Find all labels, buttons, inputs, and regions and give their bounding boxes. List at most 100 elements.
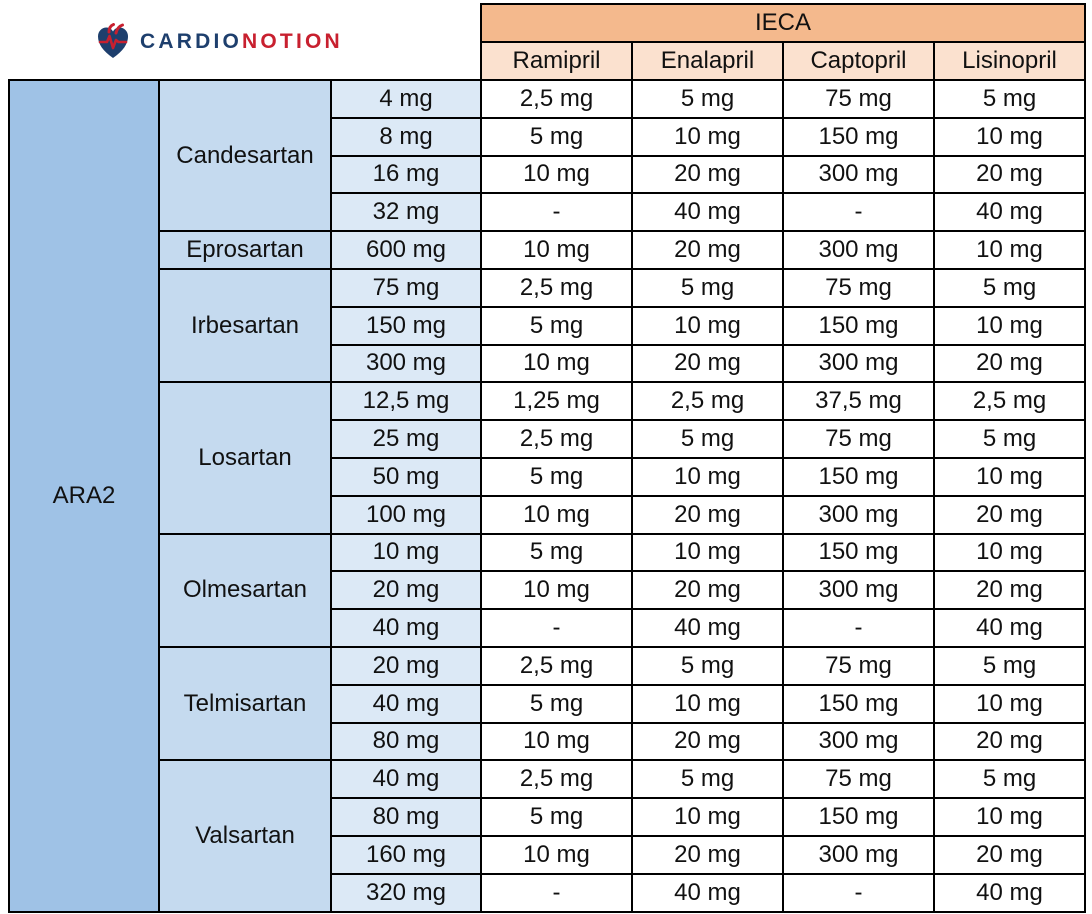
dose-cell: 50 mg bbox=[330, 456, 482, 497]
captopril-cell: 75 mg bbox=[782, 759, 935, 800]
table-row: 150 mg 5 mg 10 mg 150 mg 10 mg bbox=[9, 305, 1086, 346]
ramipril-cell: 10 mg bbox=[480, 721, 633, 762]
enalapril-cell: 20 mg bbox=[631, 154, 784, 195]
ramipril-cell: 5 mg bbox=[480, 532, 633, 573]
logo-wordmark: CARDIONOTION bbox=[140, 30, 343, 54]
captopril-cell: 37,5 mg bbox=[782, 381, 935, 422]
drug-header-enalapril: Enalapril bbox=[631, 41, 784, 81]
table-row: 32 mg -40 mg -40 mg bbox=[9, 192, 1086, 233]
dose-cell: 4 mg bbox=[330, 79, 482, 119]
ramipril-cell: 1,25 mg bbox=[480, 381, 633, 422]
ara2-drug-name: Olmesartan bbox=[158, 532, 332, 648]
enalapril-cell: 20 mg bbox=[631, 834, 784, 875]
table-row: Losartan 12,5 mg 1,25 mg 2,5 mg 37,5 mg 2,5 m… bbox=[9, 381, 1086, 535]
lisinopril-cell: 40 mg bbox=[933, 608, 1086, 648]
table-row: 320 mg -40 mg -40 mg bbox=[9, 872, 1086, 913]
heart-icon bbox=[98, 23, 128, 58]
enalapril-cell: 20 mg bbox=[631, 570, 784, 611]
ramipril-cell: 5 mg bbox=[480, 456, 633, 497]
captopril-cell: 300 mg bbox=[782, 154, 935, 195]
table-row: 80 mg 5 mg 10 mg 150 mg 10 mg bbox=[9, 797, 1086, 837]
table-row: 16 mg 10 mg 20 mg 300 mg 20 mg bbox=[9, 154, 1086, 195]
table-row: ARA2 Candesartan 4 mg 2,5 mg 5 mg 75 mg 5 mg bbox=[8, 78, 1086, 913]
table-row: 40 mg 5 mg 10 mg 150 mg 10 mg bbox=[9, 683, 1086, 724]
dose-cell: 25 mg bbox=[330, 419, 482, 459]
lisinopril-cell: 5 mg bbox=[933, 759, 1086, 800]
captopril-cell: 150 mg bbox=[782, 532, 935, 573]
lisinopril-cell: 20 mg bbox=[933, 494, 1086, 535]
enalapril-cell: 40 mg bbox=[631, 192, 784, 233]
table-row: 40 mg -40 mg -40 mg bbox=[9, 608, 1086, 648]
dose-cell: 10 mg bbox=[330, 532, 482, 573]
lisinopril-cell: 5 mg bbox=[933, 419, 1086, 459]
ramipril-cell: 10 mg bbox=[480, 154, 633, 195]
dose-cell: 40 mg bbox=[330, 759, 482, 800]
lisinopril-cell: 20 mg bbox=[933, 834, 1086, 875]
table-row: 8 mg 5 mg 10 mg 150 mg 10 mg bbox=[9, 116, 1086, 157]
dose-cell: 32 mg bbox=[330, 192, 482, 233]
ara2-drug-name: Valsartan bbox=[158, 759, 332, 913]
lisinopril-cell: 10 mg bbox=[933, 532, 1086, 573]
ara2-label: ARA2 bbox=[8, 79, 160, 913]
ramipril-cell: 2,5 mg bbox=[480, 759, 633, 800]
drug-header-ramipril: Ramipril bbox=[480, 41, 633, 81]
lisinopril-cell: 10 mg bbox=[933, 305, 1086, 346]
lisinopril-cell: 20 mg bbox=[933, 721, 1086, 762]
enalapril-cell: 2,5 mg bbox=[631, 381, 784, 422]
enalapril-cell: 20 mg bbox=[631, 230, 784, 270]
dose-cell: 150 mg bbox=[330, 305, 482, 346]
dose-cell: 300 mg bbox=[330, 343, 482, 384]
dose-cell: 16 mg bbox=[330, 154, 482, 195]
table-row: 25 mg 2,5 mg 5 mg 75 mg 5 mg bbox=[9, 419, 1086, 459]
ramipril-cell: 5 mg bbox=[480, 683, 633, 724]
ara2-drug-name: Candesartan bbox=[158, 78, 332, 233]
captopril-cell: 150 mg bbox=[782, 683, 935, 724]
ramipril-cell: 2,5 mg bbox=[480, 645, 633, 686]
ramipril-cell: 10 mg bbox=[480, 834, 633, 875]
enalapril-cell: 10 mg bbox=[631, 116, 784, 157]
enalapril-cell: 10 mg bbox=[631, 797, 784, 837]
dose-cell: 20 mg bbox=[330, 570, 482, 611]
dose-cell: 40 mg bbox=[330, 683, 482, 724]
table-row: 50 mg 5 mg 10 mg 150 mg 10 mg bbox=[9, 456, 1086, 497]
dose-cell: 80 mg bbox=[330, 797, 482, 837]
enalapril-cell: 20 mg bbox=[631, 343, 784, 384]
drug-header-lisinopril: Lisinopril bbox=[933, 41, 1086, 81]
captopril-cell: 75 mg bbox=[782, 79, 935, 119]
lisinopril-cell: 10 mg bbox=[933, 456, 1086, 497]
dose-cell: 20 mg bbox=[330, 645, 482, 686]
captopril-cell: 150 mg bbox=[782, 456, 935, 497]
lisinopril-cell: 10 mg bbox=[933, 797, 1086, 837]
lisinopril-cell: 10 mg bbox=[933, 230, 1086, 270]
cardionotion-logo: CARDIONOTION bbox=[96, 22, 343, 62]
ramipril-cell: 10 mg bbox=[480, 230, 633, 270]
enalapril-cell: 20 mg bbox=[631, 721, 784, 762]
enalapril-cell: 40 mg bbox=[631, 872, 784, 913]
enalapril-cell: 10 mg bbox=[631, 456, 784, 497]
captopril-cell: 300 mg bbox=[782, 230, 935, 270]
ramipril-cell: 10 mg bbox=[480, 570, 633, 611]
logo-spacer bbox=[9, 4, 481, 80]
enalapril-cell: 10 mg bbox=[631, 683, 784, 724]
dose-cell: 80 mg bbox=[330, 721, 482, 762]
dose-cell: 12,5 mg bbox=[330, 381, 482, 422]
captopril-cell: 300 mg bbox=[782, 570, 935, 611]
captopril-cell: 75 mg bbox=[782, 645, 935, 686]
lisinopril-cell: 5 mg bbox=[933, 79, 1086, 119]
dose-cell: 8 mg bbox=[330, 116, 482, 157]
captopril-cell: - bbox=[782, 192, 935, 233]
lisinopril-cell: 10 mg bbox=[933, 683, 1086, 724]
captopril-cell: 75 mg bbox=[782, 419, 935, 459]
enalapril-cell: 10 mg bbox=[631, 532, 784, 573]
lisinopril-cell: 5 mg bbox=[933, 267, 1086, 308]
captopril-cell: 75 mg bbox=[782, 267, 935, 308]
lisinopril-cell: 5 mg bbox=[933, 645, 1086, 686]
table-row: 20 mg 10 mg 20 mg 300 mg 20 mg bbox=[9, 570, 1086, 611]
table-row: Valsartan 40 mg 2,5 mg 5 mg 75 mg 5 mg bbox=[9, 759, 1086, 913]
captopril-cell: 150 mg bbox=[782, 797, 935, 837]
ramipril-cell: 5 mg bbox=[480, 797, 633, 837]
table-row: Telmisartan 20 mg 2,5 mg 5 mg 75 mg 5 mg bbox=[9, 645, 1086, 762]
dose-cell: 600 mg bbox=[330, 230, 482, 270]
dose-cell: 320 mg bbox=[330, 872, 482, 913]
dose-cell: 160 mg bbox=[330, 834, 482, 875]
